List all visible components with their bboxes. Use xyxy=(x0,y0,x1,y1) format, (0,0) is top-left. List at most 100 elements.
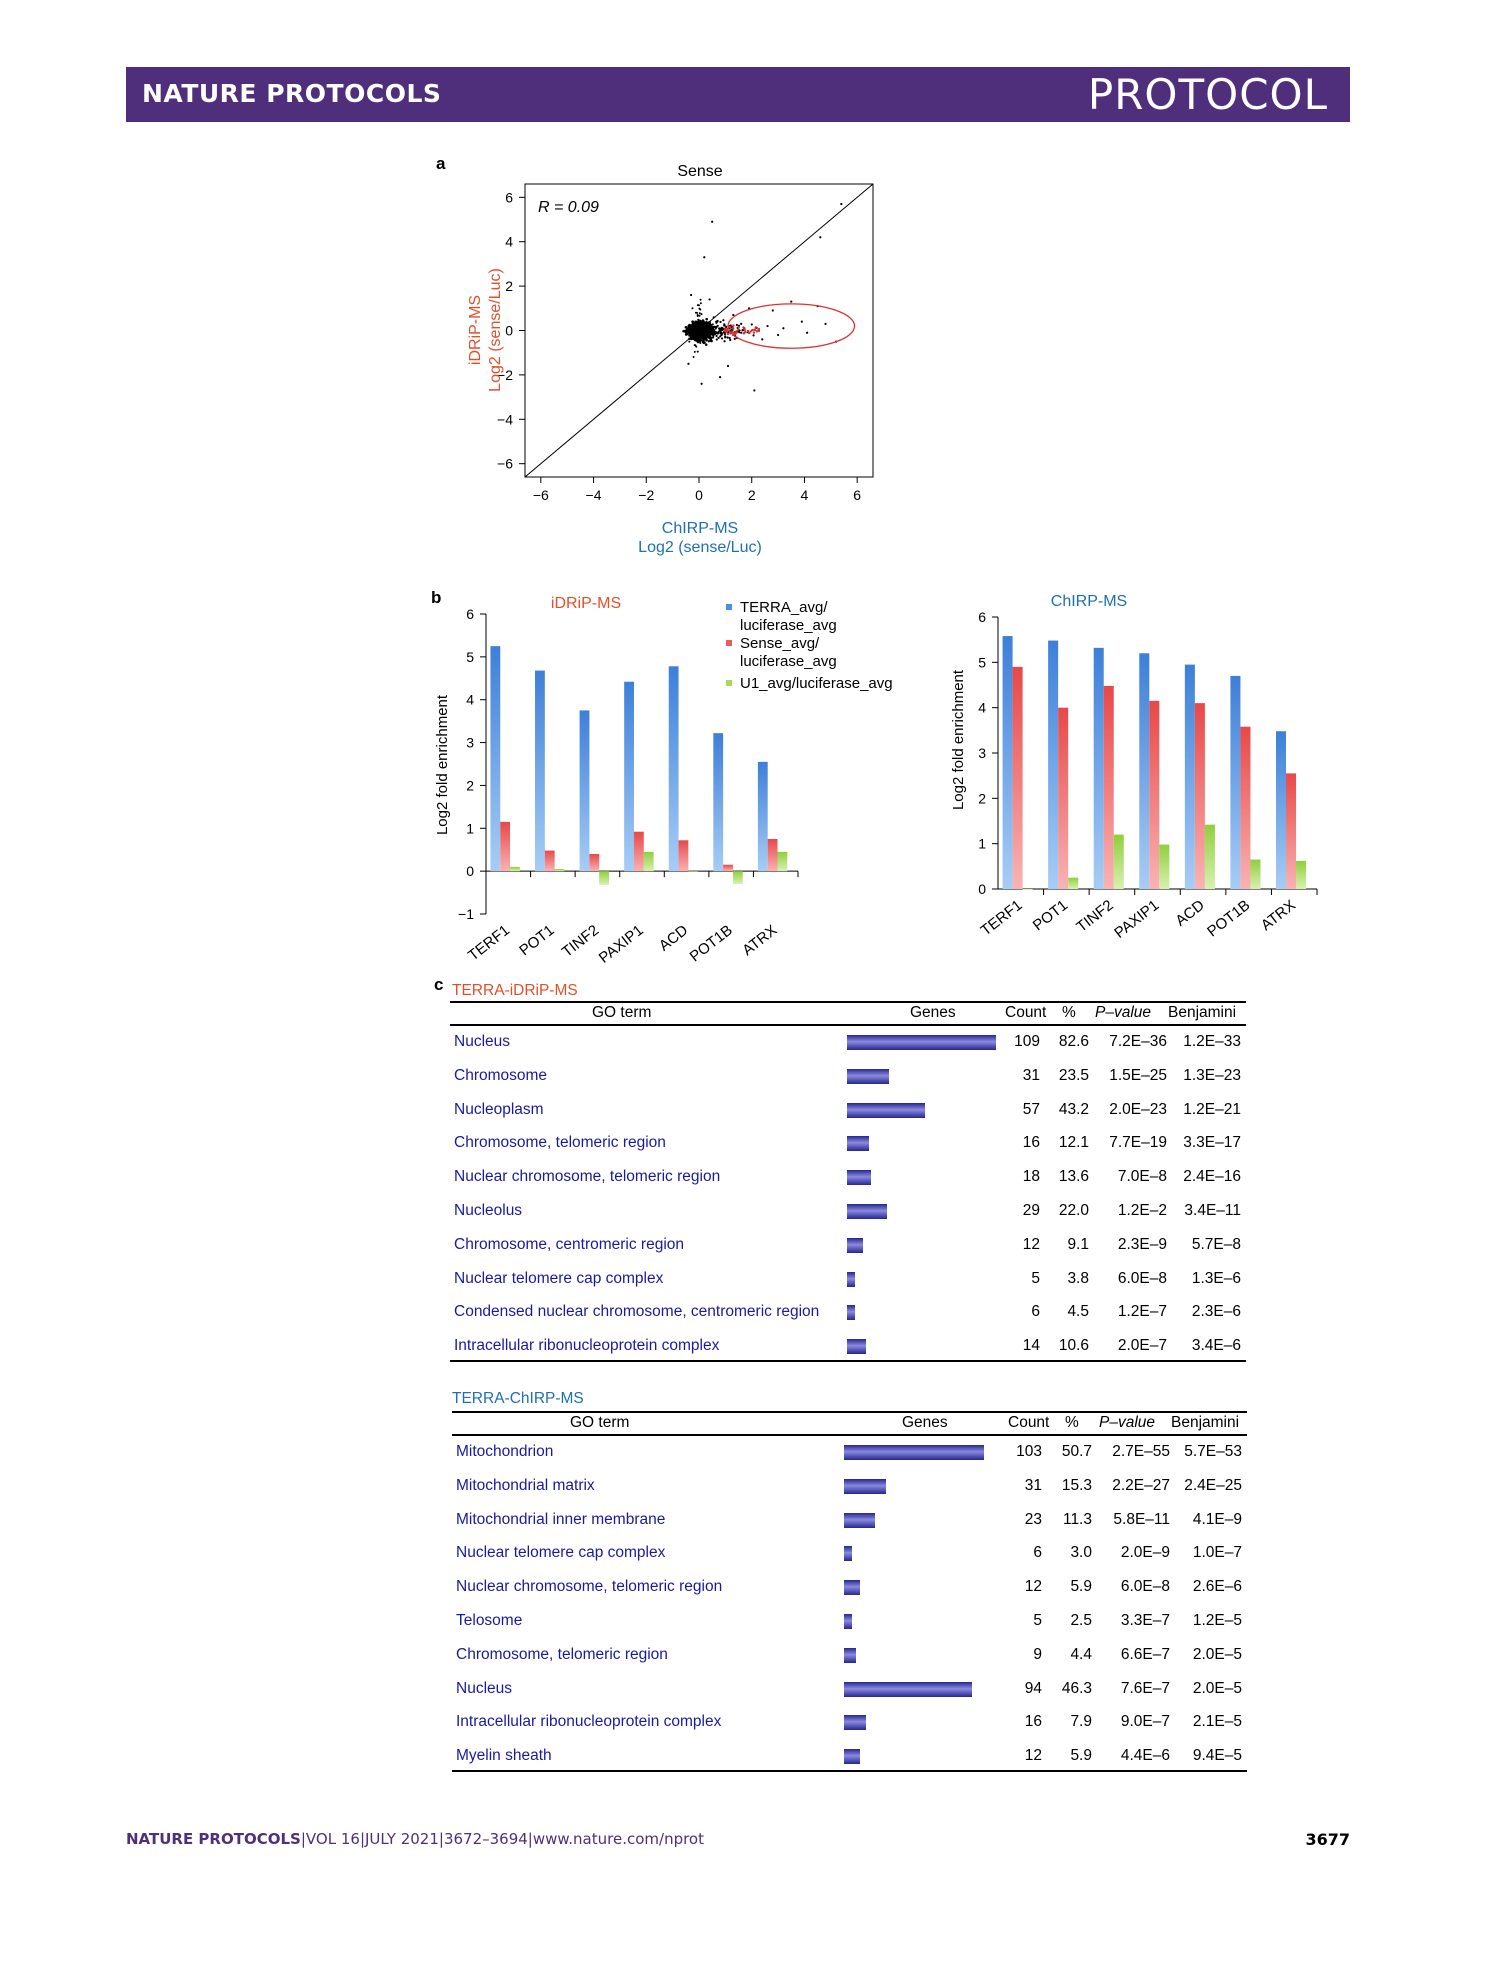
scatter-point xyxy=(697,323,701,326)
footer-url[interactable]: www.nature.com/nprot xyxy=(532,1830,704,1848)
bar-right-bar xyxy=(1230,675,1241,889)
go-term-link[interactable]: Intracellular ribonucleoprotein complex xyxy=(454,1337,720,1355)
scatter-point xyxy=(688,331,691,334)
scatter-point xyxy=(684,325,688,329)
table-row: Nucleus 94 46.3 7.6E–7 2.0E–5 xyxy=(452,1677,1247,1701)
scatter-point xyxy=(693,330,697,334)
table1-title: TERRA-iDRiP-MS xyxy=(452,982,578,999)
scatter-point xyxy=(710,328,713,331)
go-term-link[interactable]: Nuclear telomere cap complex xyxy=(456,1544,666,1562)
scatter-point xyxy=(699,334,702,338)
pvalue-value: 6.0E–8 xyxy=(1117,1269,1167,1287)
scatter-point xyxy=(698,326,702,330)
go-term-link[interactable]: Nuclear telomere cap complex xyxy=(454,1269,664,1287)
scatter-point xyxy=(699,320,702,324)
scatter-point xyxy=(689,329,693,333)
go-term-link[interactable]: Mitochondrion xyxy=(456,1443,554,1460)
scatter-point xyxy=(704,328,708,331)
scatter-ylabel-units: Log2 (sense/Luc) xyxy=(487,268,504,392)
go-term-link[interactable]: Chromosome, centromeric region xyxy=(454,1235,685,1253)
go-term-link[interactable]: Nucleus xyxy=(454,1033,510,1050)
go-term-link[interactable]: Nucleolus xyxy=(454,1202,523,1219)
scatter-point xyxy=(696,326,699,329)
scatter-point xyxy=(692,335,696,338)
go-term-link[interactable]: Mitochondrial inner membrane xyxy=(456,1510,666,1528)
scatter-point xyxy=(697,336,700,339)
scatter-point-red xyxy=(744,331,747,334)
scatter-point xyxy=(712,316,715,319)
scatter-point xyxy=(689,328,693,332)
scatter-point xyxy=(692,332,696,336)
scatter-point xyxy=(696,325,700,329)
scatter-point xyxy=(715,320,718,323)
scatter-point xyxy=(700,324,704,327)
scatter-point xyxy=(692,326,696,330)
scatter-xlabel-units: Log2 (sense/Luc) xyxy=(638,539,762,556)
scatter-point xyxy=(687,324,690,328)
scatter-point xyxy=(695,334,699,337)
go-term-link[interactable]: Nucleoplasm xyxy=(454,1100,544,1118)
scatter-point xyxy=(728,324,731,328)
scatter-point xyxy=(699,327,703,331)
go-term-link[interactable]: Myelin sheath xyxy=(456,1747,552,1765)
scatter-point xyxy=(692,324,696,327)
scatter-point xyxy=(693,327,697,331)
scatter-point xyxy=(696,335,699,338)
scatter-point xyxy=(696,332,699,336)
scatter-point xyxy=(700,328,703,332)
scatter-point xyxy=(724,335,727,338)
go-term-link[interactable]: Nuclear chromosome, telomeric region xyxy=(454,1168,721,1186)
scatter-point xyxy=(693,331,697,335)
scatter-ytick-label: 2 xyxy=(505,278,513,294)
scatter-point xyxy=(698,324,702,328)
scatter-point xyxy=(709,332,713,335)
scatter-point xyxy=(694,328,698,332)
footer-date: JULY 2021 xyxy=(365,1830,439,1848)
scatter-point xyxy=(703,325,706,329)
scatter-point-red xyxy=(746,329,750,333)
count-value: 109 xyxy=(1014,1033,1040,1050)
go-term-link[interactable]: Telosome xyxy=(456,1612,523,1629)
scatter-point xyxy=(723,340,726,343)
scatter-xtick-label: 2 xyxy=(748,487,756,503)
go-term-link[interactable]: Chromosome, telomeric region xyxy=(454,1134,666,1152)
scatter-point xyxy=(731,328,734,331)
go-term-link[interactable]: Chromosome, telomeric region xyxy=(456,1645,668,1663)
go-term-link[interactable]: Chromosome xyxy=(454,1066,548,1084)
scatter-point xyxy=(698,329,702,332)
scatter-point xyxy=(692,329,695,332)
pvalue-value: 6.0E–8 xyxy=(1120,1578,1170,1596)
go-term-link[interactable]: Intracellular ribonucleoprotein complex xyxy=(456,1713,722,1731)
scatter-point xyxy=(696,331,700,335)
scatter-point xyxy=(723,331,726,334)
scatter-point xyxy=(701,321,705,325)
go-term-link[interactable]: Condensed nuclear chromosome, centromeri… xyxy=(454,1303,820,1321)
table-rule-header xyxy=(452,1434,1247,1436)
scatter-point xyxy=(691,331,695,334)
scatter-point xyxy=(701,328,705,331)
go-term-link[interactable]: Mitochondrial matrix xyxy=(456,1476,595,1494)
benjamini-value: 2.6E–6 xyxy=(1192,1578,1242,1596)
go-term-link[interactable]: Nucleus xyxy=(456,1679,512,1697)
scatter-point xyxy=(692,322,696,325)
scatter-point xyxy=(707,340,710,343)
bar-right-bar xyxy=(1194,703,1205,889)
scatter-point xyxy=(692,356,695,359)
scatter-point xyxy=(706,323,709,326)
scatter-point xyxy=(696,327,699,330)
scatter-point xyxy=(694,335,697,339)
scatter-point xyxy=(696,331,699,334)
scatter-point xyxy=(698,332,702,336)
scatter-point-red xyxy=(731,327,735,330)
scatter-point xyxy=(723,323,726,326)
bar-right-category-label: ATRX xyxy=(1258,897,1299,934)
scatter-point xyxy=(710,337,713,340)
genes-bar xyxy=(844,1580,861,1596)
scatter-point xyxy=(709,326,712,329)
scatter-point xyxy=(695,320,698,324)
scatter-point-red xyxy=(735,331,738,334)
scatter-point xyxy=(702,329,705,333)
scatter-point xyxy=(690,334,694,338)
go-term-link[interactable]: Nuclear chromosome, telomeric region xyxy=(456,1578,723,1596)
bar-left-bar xyxy=(713,733,724,872)
